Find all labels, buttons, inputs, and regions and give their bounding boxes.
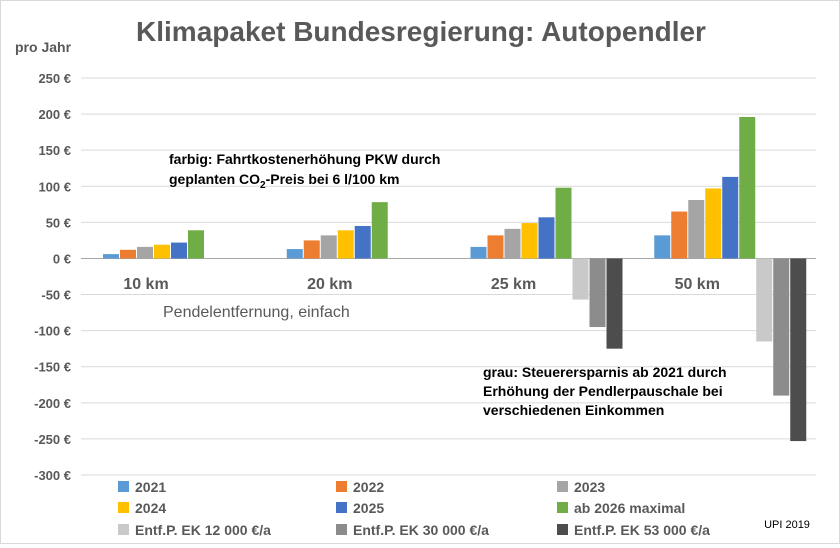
category-label-layer: 10 km 20 km 25 km 50 km xyxy=(123,276,720,293)
legend-swatch xyxy=(118,481,129,492)
bar xyxy=(654,235,671,259)
legend-swatch xyxy=(336,524,347,535)
bar xyxy=(487,235,504,259)
y-tick-layer: 250 € 200 € 150 € 100 € 50 € 0 € -50 € -100 € -1… xyxy=(34,71,71,483)
annotation-grey-line2: Erhöhung der Pendlerpauschale bei xyxy=(483,383,723,399)
legend-swatch xyxy=(557,481,568,492)
y-tick-label: -150 € xyxy=(34,360,71,375)
bar xyxy=(521,223,538,259)
annotation-colored: farbig: Fahrtkostenerhöhung PKW durch ge… xyxy=(169,151,444,191)
y-tick-label: 100 € xyxy=(38,179,71,194)
bar xyxy=(589,258,606,328)
legend-item: 2021 xyxy=(118,479,166,495)
legend-item: Entf.P. EK 30 000 €/a xyxy=(336,522,489,538)
annotation-colored-line2-a: geplanten CO xyxy=(169,171,260,187)
bar xyxy=(504,228,521,259)
legend-item: Entf.P. EK 12 000 €/a xyxy=(118,522,271,538)
bar xyxy=(555,187,572,259)
y-tick-label: -250 € xyxy=(34,432,71,447)
legend-item: 2025 xyxy=(336,500,384,516)
y-tick-label: -100 € xyxy=(34,324,71,339)
bar xyxy=(354,225,371,259)
y-tick-label: 200 € xyxy=(38,107,71,122)
bar xyxy=(286,249,303,259)
y-tick-label: -50 € xyxy=(41,288,71,303)
legend-label: Entf.P. EK 12 000 €/a xyxy=(135,522,271,538)
bar xyxy=(739,116,756,259)
y-tick-label: -300 € xyxy=(34,468,71,483)
legend-label: 2025 xyxy=(353,500,384,516)
annotation-colored-line2-sub: 2 xyxy=(260,180,266,191)
bar xyxy=(671,211,688,259)
bar xyxy=(103,254,119,259)
bar xyxy=(773,258,790,396)
bar xyxy=(572,258,589,300)
bar xyxy=(371,202,388,259)
bar xyxy=(756,258,773,342)
annotation-colored-line2: geplanten CO2-Preis bei 6 l/100 km xyxy=(169,171,399,191)
bar xyxy=(120,249,136,259)
legend-swatch xyxy=(118,524,129,535)
y-axis-label: pro Jahr xyxy=(15,39,72,55)
y-tick-label: -200 € xyxy=(34,396,71,411)
category-label: 10 km xyxy=(123,276,168,293)
bar xyxy=(171,242,187,259)
bar xyxy=(606,258,623,349)
y-tick-label: 150 € xyxy=(38,143,71,158)
bar xyxy=(705,188,722,259)
annotation-colored-line2-b: -Preis bei 6 l/100 km xyxy=(266,171,400,187)
bar xyxy=(303,240,320,259)
category-label: 25 km xyxy=(491,276,536,293)
legend-label: 2023 xyxy=(574,479,605,495)
y-tick-label: 0 € xyxy=(53,251,71,266)
bar xyxy=(790,258,807,442)
annotation-grey-line3: verschiedenen Einkommen xyxy=(483,402,664,418)
legend-label: 2024 xyxy=(135,500,166,516)
y-tick-label: 50 € xyxy=(46,215,71,230)
legend-item: Entf.P. EK 53 000 €/a xyxy=(557,522,710,538)
grid-layer xyxy=(81,77,816,476)
legend-item: ab 2026 maximal xyxy=(557,500,685,516)
y-tick-label: 250 € xyxy=(38,71,71,86)
legend-item: 2024 xyxy=(118,500,166,516)
bar xyxy=(538,217,555,259)
legend-label: Entf.P. EK 30 000 €/a xyxy=(353,522,489,538)
x-axis-label: Pendelentfernung, einfach xyxy=(163,304,350,321)
chart-title: Klimapaket Bundesregierung: Autopendler xyxy=(136,16,706,47)
legend-swatch xyxy=(336,502,347,513)
legend-swatch xyxy=(557,524,568,535)
bar-layer xyxy=(103,116,807,442)
category-label: 50 km xyxy=(675,276,720,293)
category-label: 20 km xyxy=(307,276,352,293)
bar xyxy=(188,230,204,259)
annotation-colored-line1: farbig: Fahrtkostenerhöhung PKW durch xyxy=(169,151,440,167)
legend-label: Entf.P. EK 53 000 €/a xyxy=(574,522,710,538)
annotation-grey-line1: grau: Steuerersparnis ab 2021 durch xyxy=(483,364,727,380)
credit-text: UPI 2019 xyxy=(764,519,810,531)
bar xyxy=(722,176,739,259)
legend-swatch xyxy=(118,502,129,513)
bar xyxy=(337,230,354,259)
legend: 2021 2022 2023 2024 2025 ab 2026 maximal Entf.… xyxy=(118,479,710,538)
legend-swatch xyxy=(557,502,568,513)
legend-label: 2021 xyxy=(135,479,166,495)
annotation-grey: grau: Steuerersparnis ab 2021 durch Erhö… xyxy=(483,364,730,418)
legend-item: 2022 xyxy=(336,479,384,495)
bar xyxy=(320,235,337,259)
legend-swatch xyxy=(336,481,347,492)
legend-label: ab 2026 maximal xyxy=(574,500,685,516)
bar xyxy=(154,244,170,259)
bar xyxy=(137,246,153,259)
bar xyxy=(688,199,705,259)
legend-item: 2023 xyxy=(557,479,605,495)
legend-label: 2022 xyxy=(353,479,384,495)
bar xyxy=(470,246,487,259)
